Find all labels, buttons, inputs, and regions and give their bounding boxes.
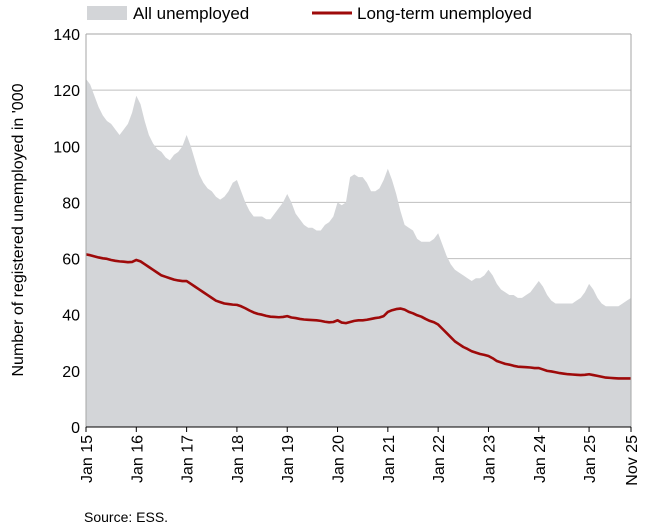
source-note: Source: ESS. — [84, 509, 169, 525]
x-tick-label: Jan 20 — [331, 435, 348, 483]
x-tick-label: Jan 24 — [532, 435, 549, 483]
area-all-unemployed — [86, 78, 631, 427]
y-tick-label: 80 — [62, 195, 80, 212]
x-tick-label: Jan 19 — [280, 435, 297, 483]
legend-label-all-unemployed: All unemployed — [133, 4, 249, 23]
y-axis-title: Number of registered unemployed in '000 — [10, 83, 27, 376]
y-tick-label: 40 — [62, 308, 80, 325]
x-tick-label: Jan 21 — [381, 435, 398, 483]
axes — [85, 33, 632, 432]
series-all-unemployed — [86, 78, 631, 427]
y-tick-label: 20 — [62, 364, 80, 381]
series-long-term-unemployed — [85, 253, 631, 380]
legend: All unemployed Long-term unemployed — [87, 4, 532, 23]
x-tick-label: Jan 22 — [431, 435, 448, 483]
y-tick-label: 100 — [53, 139, 80, 156]
x-tick-label: Nov 25 — [624, 435, 641, 486]
x-tick-label: Jan 15 — [79, 435, 96, 483]
y-axis-tick-labels: 0 20 40 60 80 100 120 140 — [53, 27, 80, 437]
y-tick-label: 0 — [71, 420, 80, 437]
x-tick-label: Jan 18 — [230, 435, 247, 483]
x-tick-label: Jan 17 — [180, 435, 197, 483]
line-long-term-unemployed — [85, 253, 631, 380]
legend-swatch-all-unemployed — [87, 6, 127, 20]
x-tick-label: Jan 16 — [129, 435, 146, 483]
x-axis-tick-labels: Jan 15 Jan 16 Jan 17 Jan 18 Jan 19 Jan 20 Jan … — [79, 435, 641, 486]
x-tick-label: Jan 25 — [582, 435, 599, 483]
y-tick-label: 60 — [62, 252, 80, 269]
legend-label-long-term-unemployed: Long-term unemployed — [357, 4, 532, 23]
y-tick-label: 140 — [53, 27, 80, 44]
x-tick-label: Jan 23 — [482, 435, 499, 483]
y-tick-label: 120 — [53, 83, 80, 100]
